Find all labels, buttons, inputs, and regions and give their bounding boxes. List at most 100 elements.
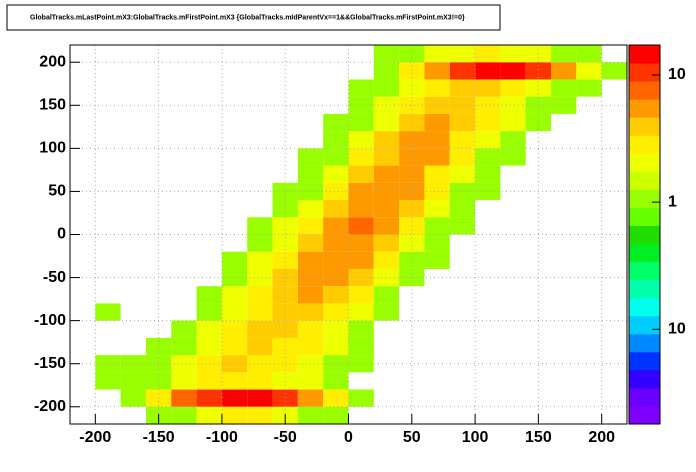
cell	[348, 217, 374, 235]
cell	[399, 62, 425, 80]
cell	[95, 303, 121, 321]
cell	[373, 200, 400, 218]
cell	[323, 165, 349, 183]
cell	[348, 234, 374, 252]
cell	[196, 320, 222, 338]
cell	[297, 406, 324, 424]
cell	[323, 355, 349, 373]
cell	[323, 286, 349, 304]
cell	[475, 96, 501, 114]
cell	[373, 45, 400, 63]
color-bar-segment	[629, 189, 660, 208]
color-bar-segment	[629, 405, 660, 425]
cell	[424, 96, 450, 114]
cell	[297, 234, 324, 252]
cell	[424, 182, 450, 201]
cell	[551, 62, 577, 80]
color-bar-segment	[629, 387, 660, 407]
cell	[145, 372, 172, 390]
cell	[500, 113, 526, 132]
plot-frame	[69, 44, 628, 425]
color-bar-segment	[629, 153, 660, 172]
cell	[323, 320, 349, 338]
cell	[272, 234, 298, 252]
color-bar-segment	[629, 315, 660, 335]
cell	[247, 320, 273, 338]
cell	[196, 389, 222, 407]
cell	[525, 113, 552, 132]
cell	[247, 303, 273, 321]
cell	[449, 131, 476, 149]
cell	[297, 165, 324, 183]
cell	[323, 182, 349, 201]
cell	[297, 251, 324, 269]
color-bar-segment	[629, 135, 660, 154]
cell	[323, 406, 349, 424]
cell	[373, 62, 400, 80]
cell	[399, 79, 425, 97]
cell	[424, 113, 450, 132]
cell	[475, 165, 501, 183]
cell	[272, 337, 298, 356]
y-tick-label: 100	[39, 140, 66, 157]
cell	[373, 234, 400, 252]
cell	[323, 113, 349, 132]
cell	[196, 372, 222, 390]
color-bar-segment	[629, 351, 660, 371]
cell	[323, 337, 349, 356]
cell	[424, 217, 450, 235]
cell	[424, 200, 450, 218]
cell	[475, 182, 501, 201]
cell	[297, 337, 324, 356]
cell	[373, 303, 400, 321]
cell	[247, 234, 273, 252]
cell	[348, 286, 374, 304]
cell	[500, 45, 526, 63]
cell	[475, 79, 501, 97]
x-tick-label: 0	[344, 429, 353, 446]
cell	[145, 389, 172, 407]
cell	[449, 217, 476, 235]
cell	[449, 165, 476, 183]
cell	[500, 62, 526, 80]
cell	[373, 79, 400, 97]
cell	[221, 389, 248, 407]
x-tick-label: 50	[403, 429, 421, 446]
cell	[424, 62, 450, 80]
cell	[449, 45, 476, 63]
cell	[424, 251, 450, 269]
cell	[323, 268, 349, 287]
cell	[272, 389, 298, 407]
cell	[475, 131, 501, 149]
cell	[272, 372, 298, 390]
x-tick-label: 100	[462, 429, 489, 446]
cell	[297, 303, 324, 321]
cell	[272, 200, 298, 218]
cell	[399, 251, 425, 269]
y-tick-label: 200	[39, 53, 66, 70]
cell	[247, 372, 273, 390]
color-bar-segment	[629, 117, 660, 136]
cell	[120, 372, 146, 390]
cell	[221, 372, 248, 390]
cell	[348, 148, 374, 166]
color-bar-segment	[629, 297, 660, 317]
cell	[297, 217, 324, 235]
cell	[247, 406, 273, 424]
color-bar-segment	[629, 45, 660, 64]
cell	[373, 165, 400, 183]
cell	[475, 148, 501, 166]
cell	[373, 131, 400, 149]
cell	[424, 148, 450, 166]
cell	[247, 337, 273, 356]
cell	[399, 113, 425, 132]
cell	[348, 337, 374, 356]
cell	[297, 148, 324, 166]
color-bar-segment	[629, 279, 660, 299]
title-box	[6, 4, 501, 31]
cell	[221, 337, 248, 356]
color-bar-segment	[629, 171, 660, 190]
y-tick-label: 150	[39, 97, 66, 114]
color-bar-segment	[629, 99, 660, 118]
